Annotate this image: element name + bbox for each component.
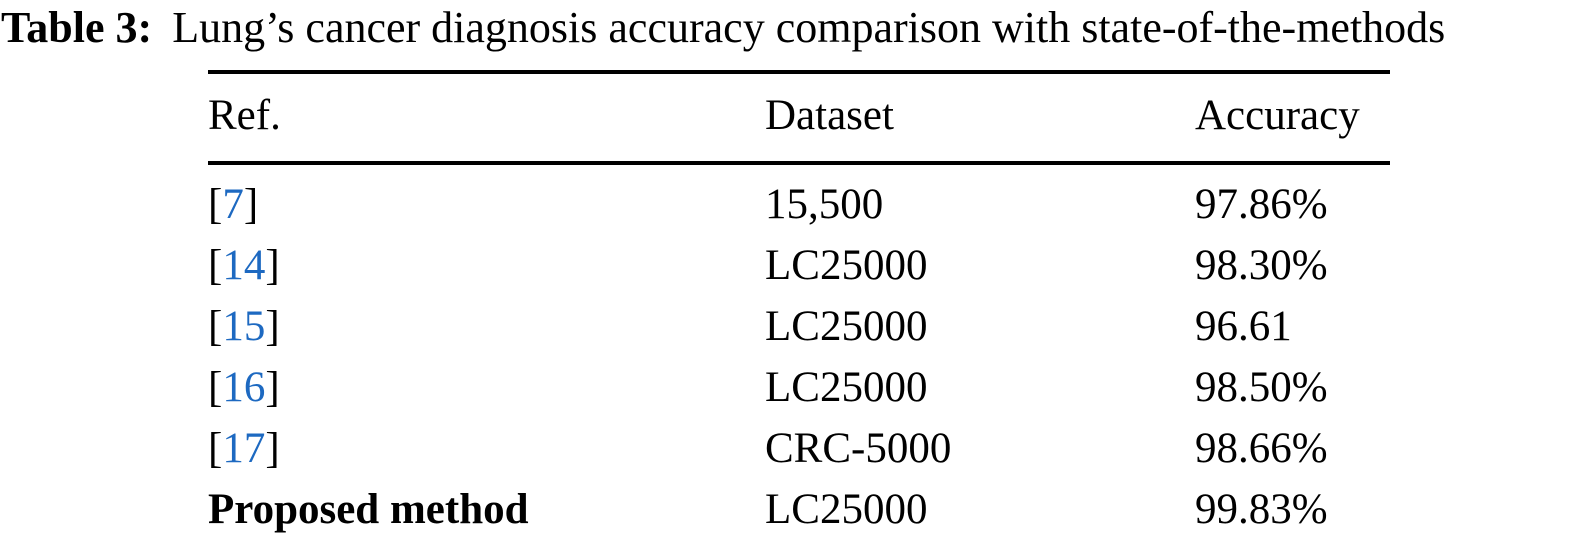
table-header-row: Ref. Dataset Accuracy [208,74,1390,161]
citation-open-bracket: [ [208,364,223,411]
citation-close-bracket: ] [243,181,259,228]
dataset-cell: LC25000 [765,303,928,350]
citation-close-bracket: ] [265,303,280,350]
table-caption-label: Table 3: [1,3,153,52]
ref-cell: [14] [208,235,765,296]
citation-open-bracket: [ [208,242,223,289]
accuracy-cell: 96.61 [1195,303,1292,350]
ref-cell: [7] [208,174,765,235]
table-row: [7] 15,500 97.86% [208,174,1390,235]
table-body: [7] 15,500 97.86% [14] LC25000 98.30% [15] LC25… [208,165,1390,533]
table-row: [17] CRC-5000 98.66% [208,418,1390,479]
citation-close-bracket: ] [265,364,280,411]
table-header-rule [208,161,1390,165]
accuracy-cell: 98.66% [1195,425,1328,472]
accuracy-cell: 98.50% [1195,364,1328,411]
citation-open-bracket: [ [208,181,223,228]
dataset-cell: LC25000 [765,486,928,533]
column-header-dataset: Dataset [765,92,894,139]
accuracy-cell: 99.83% [1195,486,1328,533]
citation-link[interactable]: 7 [222,181,244,228]
dataset-cell: 15,500 [765,181,884,228]
ref-cell: [17] [208,418,765,479]
table-row: [16] LC25000 98.50% [208,357,1390,418]
ref-cell: [16] [208,357,765,418]
citation-link[interactable]: 15 [222,303,266,350]
dataset-cell: CRC-5000 [765,425,952,472]
table-top-rule [208,70,1390,74]
citation-open-bracket: [ [208,425,223,472]
dataset-cell: LC25000 [765,242,928,289]
citation-close-bracket: ] [265,425,280,472]
column-header-ref: Ref. [208,92,281,139]
citation-link[interactable]: 14 [222,242,266,289]
table-caption-text: Lung’s cancer diagnosis accuracy compari… [172,3,1446,52]
citation-close-bracket: ] [265,242,280,289]
citation-link[interactable]: 16 [222,364,266,411]
ref-cell: [15] [208,296,765,357]
comparison-table: Ref. Dataset Accuracy [7] 15,500 97.86% [14… [208,70,1390,533]
table-row: Proposed method LC25000 99.83% [208,479,1390,533]
table-caption: Table 3: Lung’s cancer diagnosis accuracy… [1,2,1445,55]
column-header-accuracy: Accuracy [1195,92,1360,139]
ref-cell: Proposed method [208,486,529,533]
table-row: [14] LC25000 98.30% [208,235,1390,296]
table-row: [15] LC25000 96.61 [208,296,1390,357]
citation-link[interactable]: 17 [222,425,266,472]
dataset-cell: LC25000 [765,364,928,411]
accuracy-cell: 98.30% [1195,242,1328,289]
accuracy-cell: 97.86% [1195,181,1328,228]
citation-open-bracket: [ [208,303,223,350]
